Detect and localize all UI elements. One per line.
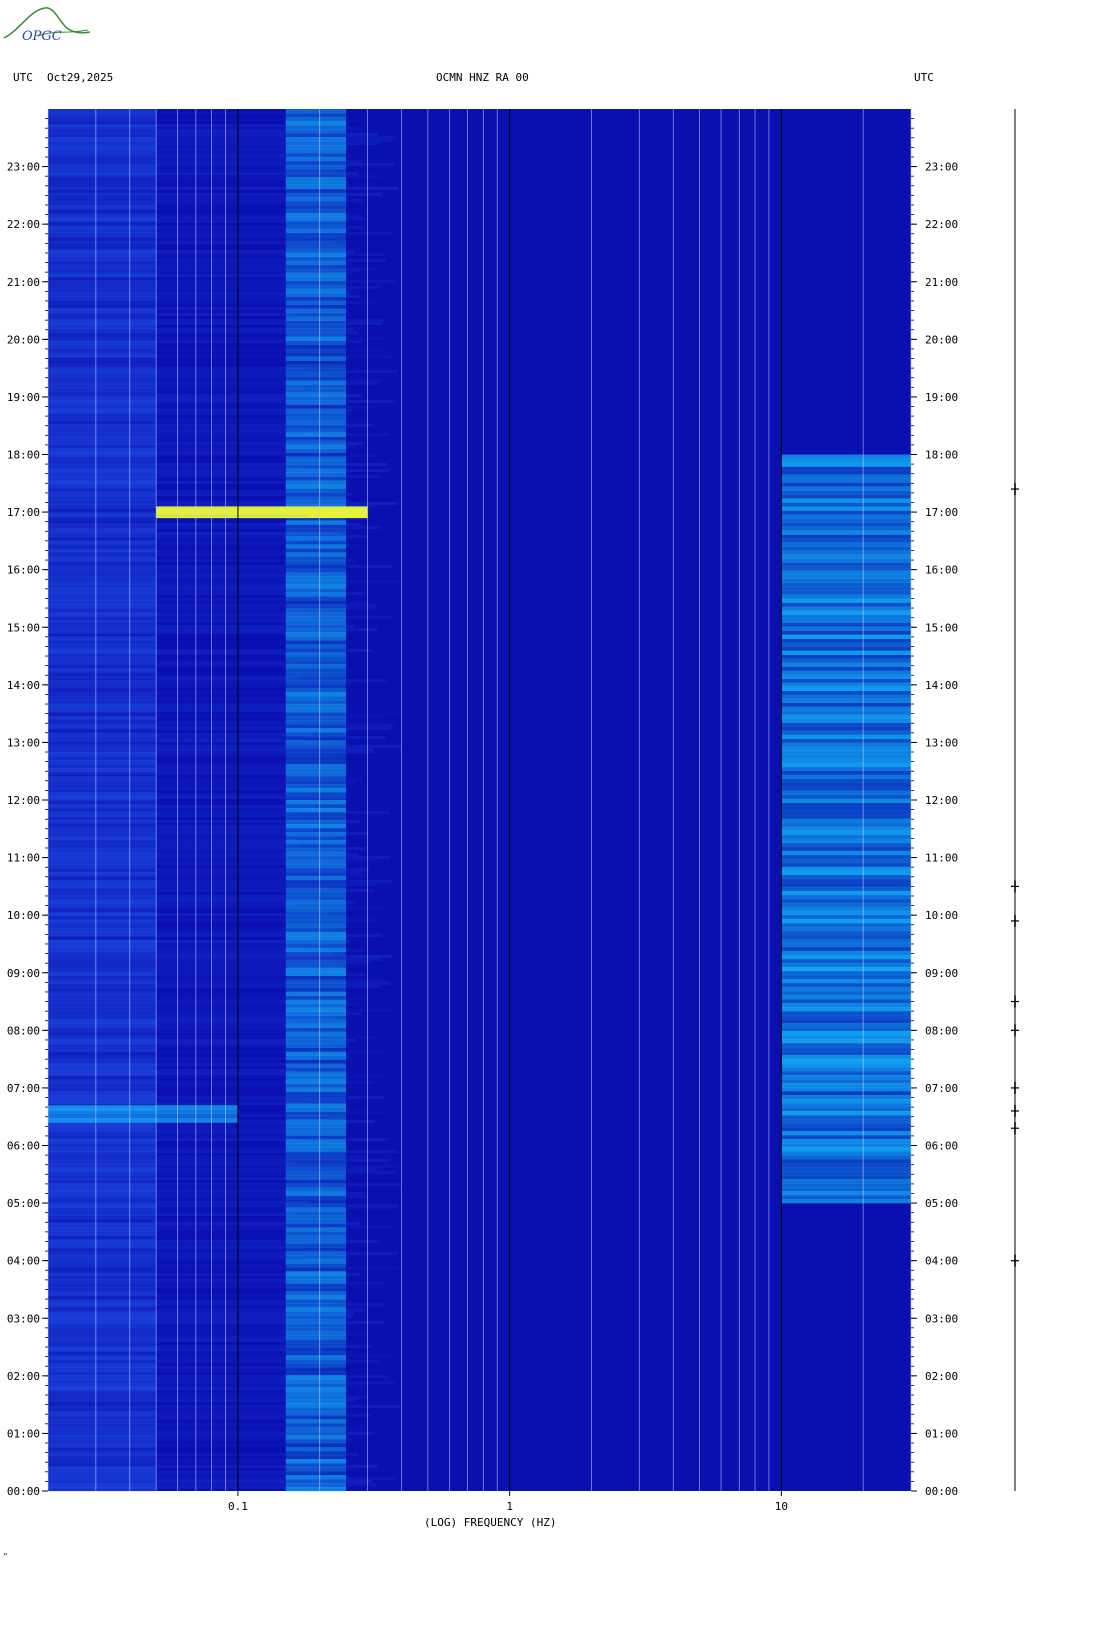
y-tick-label-right: 21:00: [925, 276, 958, 289]
y-tick-label-left: 04:00: [7, 1255, 40, 1268]
y-tick-label-left: 12:00: [7, 794, 40, 807]
y-tick-label-left: 09:00: [7, 967, 40, 980]
y-tick-label-left: 22:00: [7, 218, 40, 231]
y-tick-label-left: 19:00: [7, 391, 40, 404]
y-tick-label-right: 00:00: [925, 1485, 958, 1498]
y-tick-label-right: 13:00: [925, 736, 958, 749]
y-tick-label-right: 08:00: [925, 1024, 958, 1037]
spectrogram-background: [48, 109, 911, 1491]
feature-microseism-band: [285, 109, 347, 1492]
y-tick-label-left: 17:00: [7, 506, 40, 519]
y-tick-label-left: 15:00: [7, 621, 40, 634]
feature-17-00-event: [156, 506, 368, 519]
low-frequency-texture: [48, 112, 402, 1489]
y-tick-label-left: 08:00: [7, 1024, 40, 1037]
y-tick-label-left: 16:00: [7, 564, 40, 577]
y-tick-label-left: 06:00: [7, 1140, 40, 1153]
y-tick-label-left: 18:00: [7, 449, 40, 462]
left-axis-utc-label: UTC: [13, 71, 33, 84]
y-tick-label-right: 23:00: [925, 161, 958, 174]
y-tick-label-left: 23:00: [7, 161, 40, 174]
y-tick-label-left: 00:00: [7, 1485, 40, 1498]
y-tick-label-right: 20:00: [925, 333, 958, 346]
x-tick-label: 0.1: [228, 1500, 248, 1513]
y-tick-label-right: 07:00: [925, 1082, 958, 1095]
y-tick-label-left: 10:00: [7, 909, 40, 922]
right-axis-utc-label: UTC: [914, 71, 934, 84]
feature-06-30-event: [48, 1105, 238, 1123]
y-tick-label-left: 14:00: [7, 679, 40, 692]
y-tick-label-right: 14:00: [925, 679, 958, 692]
y-tick-label-right: 18:00: [925, 449, 958, 462]
date-label: Oct29,2025: [47, 71, 114, 84]
station-title: OCMN HNZ RA 00: [436, 71, 529, 84]
opgc-logo: OPGC: [3, 7, 91, 44]
y-tick-label-right: 01:00: [925, 1427, 958, 1440]
y-tick-label-right: 17:00: [925, 506, 958, 519]
y-tick-label-right: 16:00: [925, 564, 958, 577]
y-tick-label-right: 15:00: [925, 621, 958, 634]
y-tick-label-left: 20:00: [7, 333, 40, 346]
y-tick-label-left: 03:00: [7, 1312, 40, 1325]
y-tick-label-left: 05:00: [7, 1197, 40, 1210]
y-tick-label-right: 03:00: [925, 1312, 958, 1325]
y-tick-label-right: 05:00: [925, 1197, 958, 1210]
y-tick-label-right: 12:00: [925, 794, 958, 807]
y-tick-label-right: 09:00: [925, 967, 958, 980]
y-tick-label-right: 10:00: [925, 909, 958, 922]
feature-low-frequency-band: [48, 109, 157, 1492]
y-tick-label-right: 22:00: [925, 218, 958, 231]
y-tick-label-left: 07:00: [7, 1082, 40, 1095]
footnote-mark: ": [3, 1552, 8, 1561]
y-tick-label-right: 19:00: [925, 391, 958, 404]
y-tick-label-left: 13:00: [7, 736, 40, 749]
y-tick-label-left: 01:00: [7, 1427, 40, 1440]
feature-high-frequency-noise: [781, 454, 911, 1204]
x-tick-label: 1: [506, 1500, 513, 1513]
svg-text:OPGC: OPGC: [22, 29, 62, 44]
x-tick-label: 10: [775, 1500, 788, 1513]
y-tick-label-left: 21:00: [7, 276, 40, 289]
y-tick-label-right: 11:00: [925, 852, 958, 865]
y-tick-label-right: 02:00: [925, 1370, 958, 1383]
y-tick-label-left: 02:00: [7, 1370, 40, 1383]
y-tick-label-left: 11:00: [7, 852, 40, 865]
y-tick-label-right: 04:00: [925, 1255, 958, 1268]
y-tick-label-right: 06:00: [925, 1140, 958, 1153]
x-axis-label: (LOG) FREQUENCY (HZ): [424, 1516, 557, 1529]
